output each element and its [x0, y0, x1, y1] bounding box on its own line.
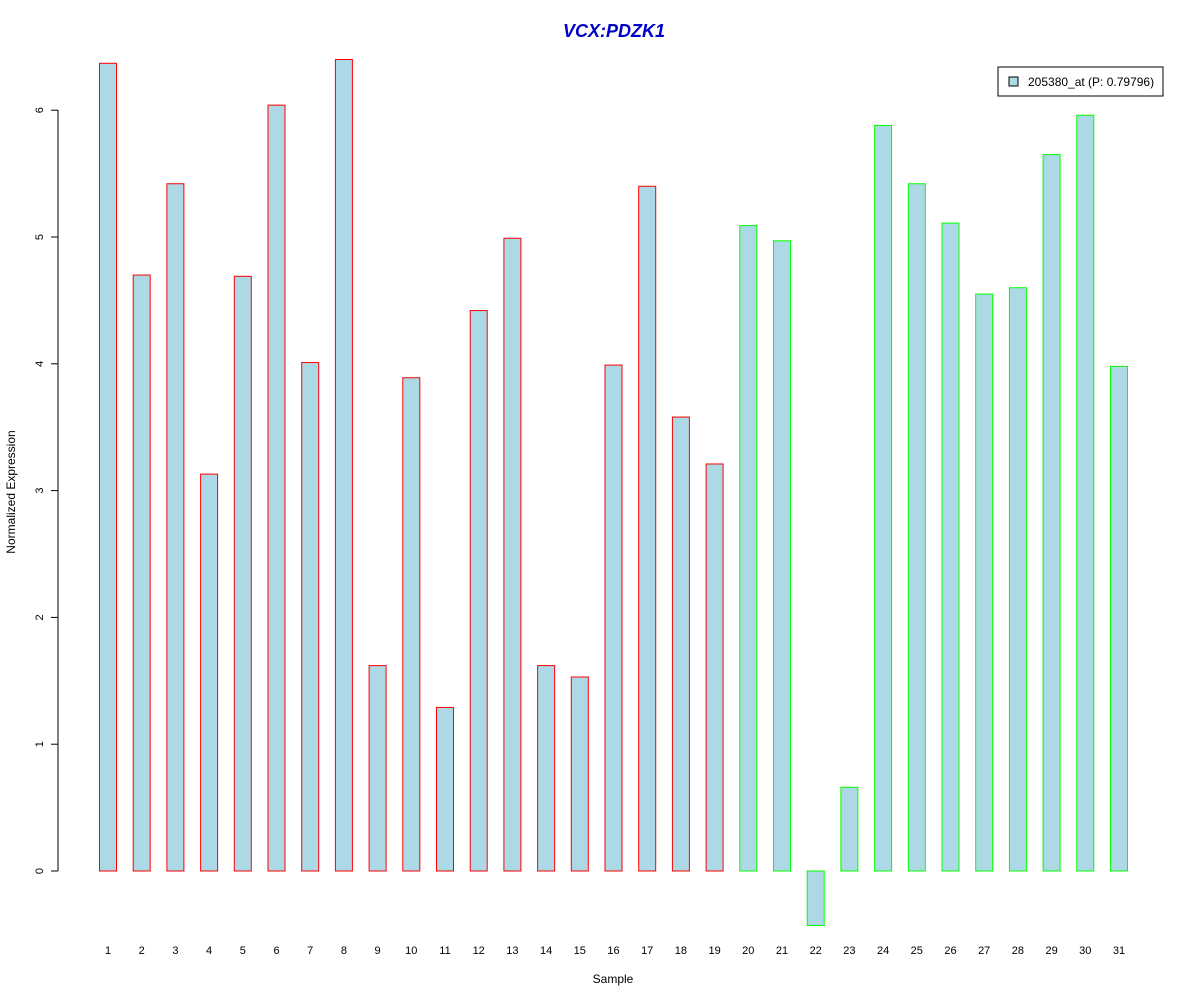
x-tick-label: 1 [105, 945, 111, 957]
bar-sample-20 [739, 225, 758, 872]
bar-sample-19 [705, 463, 724, 872]
x-tick-label: 29 [1045, 945, 1057, 957]
y-tick-label: 4 [34, 361, 46, 367]
bar-sample-31 [1110, 365, 1128, 872]
legend-box [997, 66, 1164, 97]
bar-sample-10 [402, 377, 421, 872]
bar-sample-9 [368, 665, 387, 872]
x-tick-label: 13 [506, 945, 518, 957]
bar-sample-6 [267, 104, 286, 872]
x-tick-label: 26 [944, 945, 956, 957]
x-tick-label: 7 [307, 945, 313, 957]
x-tick-label: 11 [439, 945, 450, 957]
bar-sample-22 [806, 870, 825, 927]
y-tick-label: 6 [34, 107, 46, 113]
bar-sample-5 [233, 275, 252, 872]
chart-title: VCX:PDZK1 [563, 21, 665, 41]
bar-sample-27 [975, 293, 994, 872]
x-tick-label: 14 [540, 945, 552, 957]
y-tick-label: 2 [34, 614, 46, 620]
bar-sample-28 [1008, 287, 1027, 872]
x-tick-label: 2 [139, 945, 145, 957]
bar-sample-26 [941, 222, 960, 872]
bar-sample-30 [1076, 114, 1095, 872]
x-tick-label: 21 [776, 945, 788, 957]
x-tick-labels: 1 2 3 4 5 6 7 8 9 10 11 12 13 14 15 16 17 18 19 20 21 22 23 24 2… [105, 945, 1125, 957]
x-tick-label: 28 [1012, 945, 1024, 957]
x-tick-label: 4 [206, 945, 212, 957]
bar-sample-17 [638, 185, 657, 872]
bar-sample-8 [334, 58, 353, 872]
bar-sample-3 [166, 183, 185, 872]
legend: 205380_at (P: 0.79796) [997, 66, 1164, 97]
bar-sample-7 [301, 362, 320, 872]
x-tick-label: 16 [607, 945, 619, 957]
x-tick-label: 3 [172, 945, 178, 957]
y-tick-label: 1 [34, 741, 46, 747]
x-tick-label: 27 [978, 945, 990, 957]
x-tick-label: 20 [742, 945, 754, 957]
x-tick-label: 17 [641, 945, 653, 957]
bar-sample-18 [671, 416, 690, 872]
bar-sample-2 [132, 274, 151, 872]
x-tick-label: 22 [810, 945, 822, 957]
x-tick-label: 23 [843, 945, 855, 957]
x-tick-label: 19 [708, 945, 720, 957]
x-tick-label: 30 [1079, 945, 1091, 957]
x-tick-label: 24 [877, 945, 889, 957]
bar-sample-21 [773, 240, 791, 872]
x-tick-label: 18 [675, 945, 687, 957]
x-tick-label: 10 [405, 945, 417, 957]
x-tick-label: 12 [473, 945, 485, 957]
bar-sample-15 [570, 676, 589, 872]
legend-swatch [1008, 76, 1019, 87]
bar-sample-23 [840, 786, 859, 872]
y-tick-label: 3 [34, 488, 46, 494]
y-tick-label: 0 [34, 868, 46, 874]
bar-sample-16 [604, 364, 623, 872]
y-axis-label: Normalized Expression [4, 430, 18, 553]
bar-sample-14 [537, 665, 556, 872]
x-tick-label: 5 [240, 945, 246, 957]
bar-sample-1 [99, 62, 117, 872]
x-tick-label: 8 [341, 945, 347, 957]
x-tick-label: 6 [273, 945, 279, 957]
x-tick-label: 15 [574, 945, 586, 957]
legend-label: 205380_at (P: 0.79796) [1028, 75, 1154, 89]
bar-sample-11 [436, 706, 454, 872]
bar-sample-29 [1042, 154, 1061, 872]
y-axis: 0 1 2 3 4 5 6 [34, 107, 59, 874]
bar-sample-24 [874, 124, 893, 872]
bar-sample-12 [469, 310, 488, 872]
x-tick-label: 31 [1113, 945, 1125, 957]
bar-sample-13 [503, 237, 522, 872]
x-tick-label: 9 [375, 945, 381, 957]
x-axis-label: Sample [593, 972, 634, 986]
bar-sample-25 [907, 183, 926, 872]
x-tick-label: 25 [911, 945, 923, 957]
bar-sample-4 [200, 473, 219, 872]
bars [99, 58, 1128, 927]
y-tick-label: 5 [34, 234, 46, 240]
